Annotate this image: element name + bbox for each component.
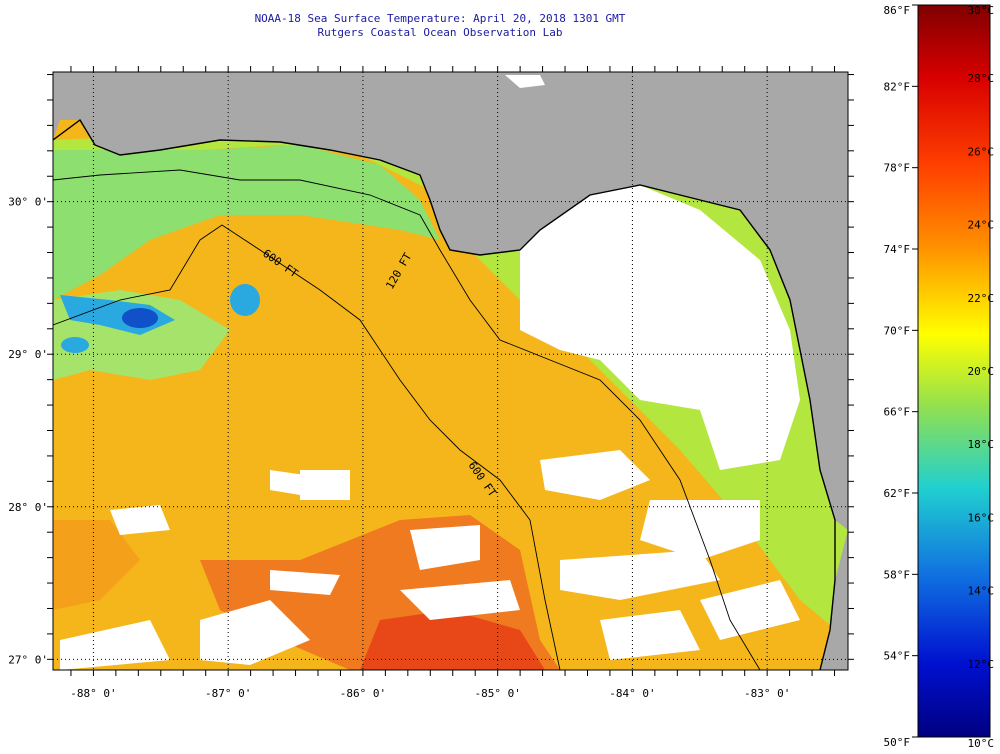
map-subtitle: Rutgers Coastal Ocean Observation Lab xyxy=(317,26,563,39)
celsius-label: 20°C xyxy=(968,365,995,378)
fahrenheit-label: 50°F xyxy=(884,736,911,749)
fahrenheit-label: 70°F xyxy=(884,324,911,337)
lon-label: -86° 0' xyxy=(340,687,386,700)
fahrenheit-label: 62°F xyxy=(884,487,911,500)
peninsula-land-south xyxy=(820,530,848,670)
fahrenheit-label: 66°F xyxy=(884,406,911,419)
florida-land xyxy=(53,72,848,530)
latitude-labels: 30° 0' 29° 0' 28° 0' 27° 0' xyxy=(8,196,48,667)
nearshore-green-water xyxy=(53,145,440,300)
lat-label: 27° 0' xyxy=(8,653,48,666)
warm-water-west xyxy=(53,520,140,610)
cloud-mask-center xyxy=(410,525,480,570)
lat-label: 28° 0' xyxy=(8,501,48,514)
celsius-label: 12°C xyxy=(968,658,995,671)
celsius-label: 22°C xyxy=(968,292,995,305)
lon-label: -87° 0' xyxy=(205,687,251,700)
cloud-mask-east xyxy=(540,450,650,500)
warm-core xyxy=(360,610,545,670)
graticule xyxy=(53,72,848,670)
map-title: NOAA-18 Sea Surface Temperature: April 2… xyxy=(254,12,626,25)
fahrenheit-label: 74°F xyxy=(884,243,911,256)
celsius-scale: 30°C 28°C 26°C 24°C 22°C 20°C 18°C 16°C 14°C 12°C… xyxy=(968,4,995,750)
cloud-mask-south6 xyxy=(700,580,800,640)
cloud-mask-land xyxy=(505,75,545,88)
fahrenheit-scale: 86°F 82°F 78°F 74°F 70°F 66°F 62°F 58°F 54°F 50°F xyxy=(884,4,918,749)
axis-ticks xyxy=(47,66,854,676)
lon-label: -84° 0' xyxy=(609,687,655,700)
lon-label: -83° 0' xyxy=(744,687,790,700)
fahrenheit-label: 54°F xyxy=(884,650,911,663)
cloud-mask-mid xyxy=(300,470,350,500)
coastline xyxy=(53,118,836,670)
cloud-mask-south2 xyxy=(200,600,310,665)
cloud-mask-south4 xyxy=(400,580,520,620)
cloud-mask-south3 xyxy=(270,570,340,595)
cloud-mask-south5 xyxy=(600,610,700,660)
longitude-labels: -88° 0' -87° 0' -86° 0' -85° 0' -84° 0' -83° … xyxy=(70,687,790,700)
cloud-mask-sw1 xyxy=(110,505,170,535)
celsius-label: 18°C xyxy=(968,438,995,451)
cool-patch-southwest xyxy=(61,337,89,353)
lat-label: 29° 0' xyxy=(8,348,48,361)
temperature-color-bar xyxy=(917,4,991,738)
lon-label: -85° 0' xyxy=(474,687,520,700)
fahrenheit-label: 78°F xyxy=(884,162,911,175)
celsius-label: 26°C xyxy=(968,145,995,158)
cool-core xyxy=(122,308,158,328)
contour-600-ft xyxy=(53,224,561,670)
lat-label: 30° 0' xyxy=(8,196,48,209)
celsius-label: 24°C xyxy=(968,219,995,232)
fahrenheit-label: 82°F xyxy=(884,80,911,93)
cloud-mask-south1 xyxy=(60,620,170,670)
cool-patch-center xyxy=(230,284,260,316)
fahrenheit-label: 86°F xyxy=(884,4,911,17)
celsius-label: 30°C xyxy=(968,4,995,17)
cloud-mask-southeast xyxy=(560,550,720,600)
cloud-mask-shelf xyxy=(640,500,760,560)
map-frame xyxy=(52,71,849,671)
fahrenheit-label: 58°F xyxy=(884,568,911,581)
cloud-mask-big-bend xyxy=(520,185,800,470)
celsius-label: 28°C xyxy=(968,72,995,85)
celsius-label: 14°C xyxy=(968,585,995,598)
celsius-label: 10°C xyxy=(968,737,995,750)
celsius-label: 16°C xyxy=(968,511,995,524)
lon-label: -88° 0' xyxy=(70,687,116,700)
